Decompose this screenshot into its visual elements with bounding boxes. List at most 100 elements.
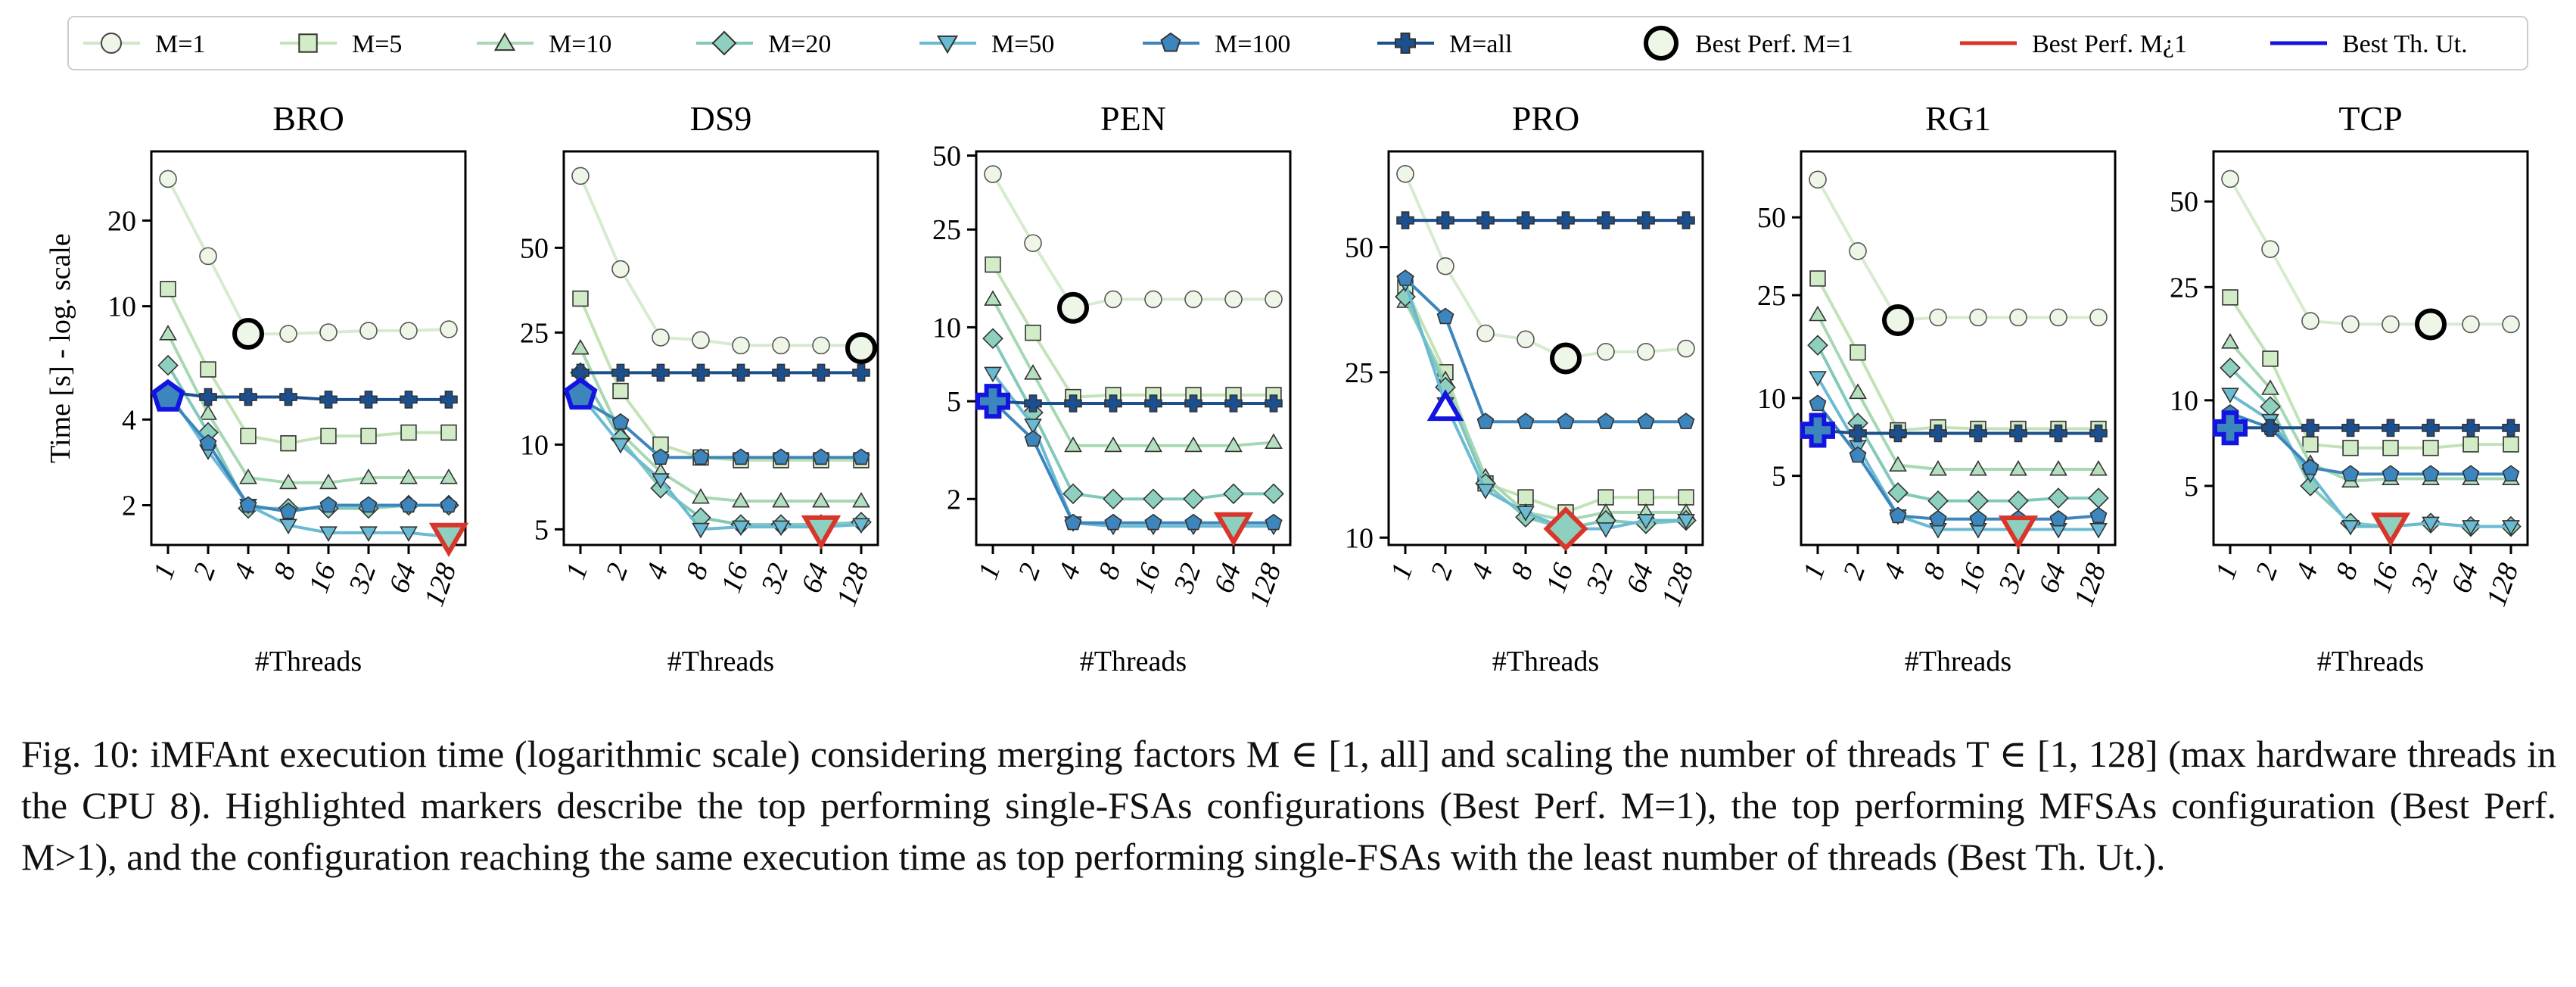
data-point [852, 492, 870, 508]
legend-entry: M=all [1377, 30, 1512, 58]
data-point [1103, 488, 1124, 510]
panel-title: RG1 [1925, 99, 1991, 138]
data-point [157, 354, 179, 376]
data-point [1809, 270, 1826, 287]
y-tick-label: 25 [2170, 272, 2198, 304]
data-point [1637, 413, 1655, 429]
best-th-ut-marker [975, 384, 1010, 419]
data-point [1184, 436, 1202, 453]
y-tick-label: 50 [520, 232, 549, 264]
data-point [2462, 465, 2480, 482]
data-point [772, 448, 790, 465]
x-tick-label: 32 [755, 559, 795, 598]
series-line [1404, 300, 1686, 522]
data-point [400, 391, 418, 409]
data-point [2502, 520, 2520, 536]
data-point [1517, 506, 1535, 522]
data-point [732, 520, 750, 537]
series-m-1 [2221, 170, 2520, 334]
data-point [2009, 424, 2027, 443]
data-point [571, 338, 590, 355]
panel-title: PRO [1512, 99, 1579, 138]
data-point [812, 363, 830, 382]
data-point [2221, 333, 2239, 349]
data-point [1889, 424, 1907, 443]
data-point [1024, 364, 1042, 380]
data-point [1476, 324, 1495, 343]
data-point [279, 518, 297, 535]
series-line [166, 391, 450, 539]
x-tick-label: 32 [1168, 559, 1208, 598]
x-tick-label: 2 [1837, 559, 1871, 584]
x-tick-label: 128 [418, 559, 462, 611]
data-point [2222, 289, 2238, 306]
data-point [199, 434, 217, 451]
x-tick-label: 8 [680, 559, 714, 584]
x-tick-label: 1 [559, 559, 594, 584]
data-point [160, 281, 176, 297]
series-m-100 [1396, 269, 1695, 429]
best-th-ut-marker [1800, 413, 1835, 448]
data-point [1927, 490, 1949, 512]
data-point [2089, 522, 2108, 539]
legend-entry: M=5 [280, 30, 402, 58]
series-m-5 [985, 256, 1282, 406]
series-m-10 [1809, 305, 2108, 476]
legend-label: Best Th. Ut. [2342, 30, 2468, 58]
data-point [1849, 242, 1867, 260]
data-point [2089, 308, 2108, 327]
legend-entry: Best Th. Ut. [2270, 30, 2468, 58]
x-tick-label: 16 [2365, 559, 2404, 597]
data-point [1104, 394, 1122, 413]
best-perf-m1-marker [2415, 308, 2447, 341]
data-point [2502, 315, 2520, 334]
y-tick-label: 5 [534, 514, 549, 546]
x-tick-label: 4 [639, 559, 674, 584]
data-point [2088, 487, 2109, 509]
data-point [1265, 433, 1283, 450]
series-m-10 [984, 290, 1283, 453]
data-point [812, 492, 830, 508]
series-m-1 [571, 167, 870, 355]
data-point [1597, 342, 1615, 361]
data-point [1024, 234, 1042, 253]
data-point [2261, 240, 2279, 258]
best-th-ut-marker [563, 377, 598, 410]
data-point [359, 469, 378, 484]
legend-label: M=10 [549, 30, 611, 58]
plus-icon [1395, 33, 1416, 54]
data-point [1849, 424, 1867, 443]
x-axis-label: #Threads [1905, 646, 2011, 677]
x-tick-label: 1 [147, 559, 182, 584]
data-point [2301, 419, 2319, 437]
diamond-icon [711, 30, 737, 56]
series-line [1816, 313, 2098, 471]
data-point [2382, 315, 2400, 334]
series-m-1 [984, 165, 1283, 317]
x-tick-label: 64 [795, 559, 835, 597]
data-point [2221, 388, 2239, 403]
data-point [2502, 419, 2520, 437]
x-tick-label: 128 [2067, 559, 2112, 611]
data-point [732, 363, 750, 382]
figure-canvas: M=1 M=5 M=10 M=20 M=50 M=100 M=all Best Perf. M… [45, 16, 2529, 677]
data-point [2089, 459, 2108, 476]
x-tick-label: 32 [343, 559, 383, 598]
data-point [360, 428, 377, 444]
data-point [772, 363, 790, 382]
data-point [1597, 413, 1615, 429]
data-point [984, 290, 1002, 306]
y-tick-label: 5 [947, 386, 961, 418]
data-point [400, 526, 418, 543]
x-axis-label: #Threads [1080, 646, 1187, 677]
x-tick-label: 16 [303, 559, 342, 597]
data-point [1517, 211, 1535, 229]
data-point [400, 496, 418, 513]
data-point [1517, 330, 1535, 349]
data-point [1104, 513, 1122, 531]
data-point [1968, 490, 1989, 512]
y-tick-label: 50 [1345, 232, 1374, 264]
legend-label: Best Perf. M¿1 [2032, 30, 2187, 58]
